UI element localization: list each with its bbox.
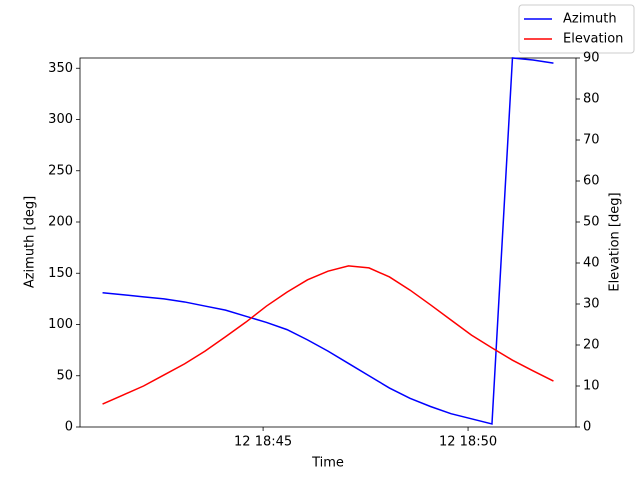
y-tick-label: 0	[65, 420, 73, 435]
x-tick-label: 12 18:50	[439, 435, 497, 450]
legend-label: Elevation	[563, 32, 623, 47]
y-tick-label: 100	[48, 317, 73, 332]
y2-tick-label: 10	[583, 379, 600, 394]
y-tick-label: 350	[48, 61, 73, 76]
legend-label: Azimuth	[563, 12, 617, 27]
x-tick-label: 12 18:45	[234, 435, 292, 450]
y2-tick-label: 40	[583, 256, 600, 271]
y2-tick-label: 0	[583, 420, 591, 435]
y-tick-label: 250	[48, 163, 73, 178]
y2-axis-label: Elevation [deg]	[608, 192, 623, 291]
plot-frame	[79, 57, 577, 428]
y2-tick-label: 30	[583, 297, 600, 312]
y-tick-label: 150	[48, 266, 73, 281]
y-tick-label: 50	[56, 368, 73, 383]
y-tick-label: 300	[48, 112, 73, 127]
y2-tick-label: 80	[583, 92, 600, 107]
x-axis-label: Time	[311, 456, 344, 471]
legend-box	[518, 4, 635, 54]
series-line	[102, 57, 554, 425]
y2-tick-label: 60	[583, 174, 600, 189]
series-line	[102, 265, 554, 405]
y-tick-label: 200	[48, 215, 73, 230]
y2-tick-label: 50	[583, 215, 600, 230]
y-axis-label: Azimuth [deg]	[23, 196, 38, 288]
y2-tick-label: 20	[583, 338, 600, 353]
y2-tick-label: 70	[583, 133, 600, 148]
y2-tick-label: 90	[583, 51, 600, 66]
